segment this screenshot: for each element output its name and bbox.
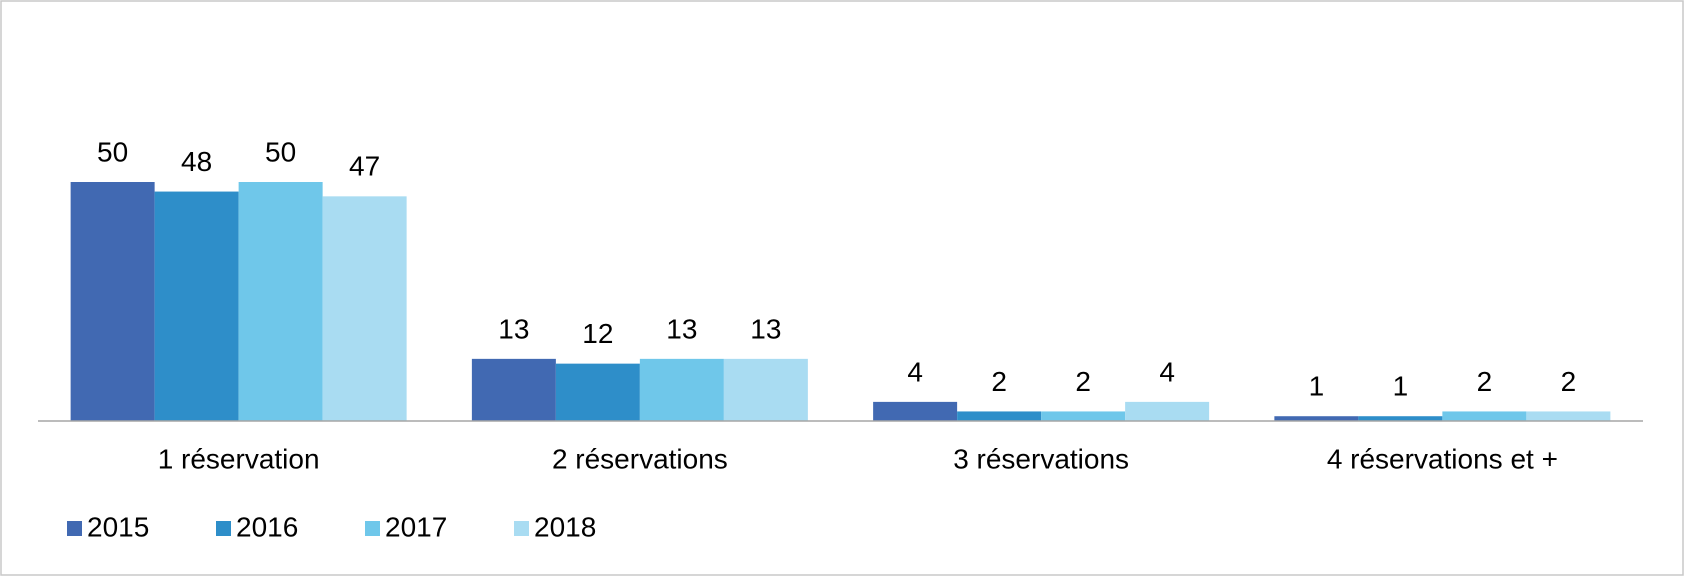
bar <box>873 401 958 421</box>
x-tick-label: 2 réservations <box>552 443 728 474</box>
data-label: 13 <box>666 313 697 344</box>
data-label: 48 <box>181 146 212 177</box>
x-tick-label: 4 réservations et + <box>1327 443 1558 474</box>
bar <box>555 363 640 421</box>
legend-label: 2015 <box>87 511 149 542</box>
x-tick-label: 1 réservation <box>158 443 320 474</box>
bar <box>154 191 239 421</box>
bar <box>1274 416 1359 421</box>
data-label: 1 <box>1393 371 1409 402</box>
data-label: 4 <box>907 356 923 387</box>
legend-label: 2017 <box>385 511 447 542</box>
legend-swatch <box>216 521 231 536</box>
bar <box>322 196 407 421</box>
data-label: 2 <box>1477 366 1493 397</box>
bar <box>238 182 323 421</box>
data-label: 13 <box>750 313 781 344</box>
legend-swatch <box>365 521 380 536</box>
legend-label: 2018 <box>534 511 596 542</box>
bar <box>1358 416 1443 421</box>
x-tick-label: 3 réservations <box>953 443 1129 474</box>
legend-label: 2016 <box>236 511 298 542</box>
bar <box>471 358 556 421</box>
data-label: 13 <box>498 313 529 344</box>
bar <box>1442 411 1527 421</box>
data-label: 47 <box>349 151 380 182</box>
bar <box>639 358 724 421</box>
data-label: 2 <box>1561 366 1577 397</box>
bar <box>1125 401 1210 421</box>
data-label: 50 <box>265 136 296 167</box>
legend-swatch <box>67 521 82 536</box>
data-label: 1 <box>1309 371 1325 402</box>
data-label: 2 <box>991 366 1007 397</box>
legend-swatch <box>514 521 529 536</box>
bar <box>723 358 808 421</box>
bar <box>1526 411 1611 421</box>
data-label: 50 <box>97 136 128 167</box>
bar <box>70 182 155 421</box>
data-label: 2 <box>1075 366 1091 397</box>
data-label: 4 <box>1159 356 1175 387</box>
bar <box>1041 411 1126 421</box>
data-label: 12 <box>582 318 613 349</box>
bar <box>957 411 1042 421</box>
